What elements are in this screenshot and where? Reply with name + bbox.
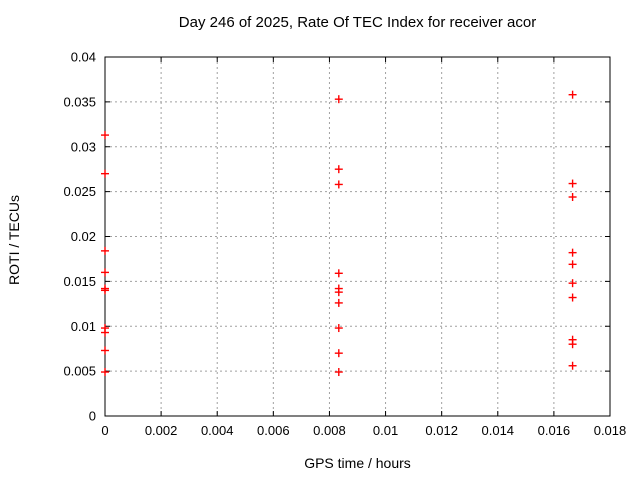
x-tick-label: 0.016: [538, 423, 571, 438]
y-tick-label: 0.02: [71, 229, 96, 244]
y-tick-label: 0.015: [63, 274, 96, 289]
x-tick-label: 0.008: [313, 423, 346, 438]
y-tick-label: 0.04: [71, 50, 96, 65]
x-tick-label: 0.012: [425, 423, 458, 438]
chart-title: Day 246 of 2025, Rate Of TEC Index for r…: [178, 14, 537, 31]
x-tick-label: 0.014: [482, 423, 515, 438]
y-tick-label: 0.03: [71, 139, 96, 154]
y-tick-label: 0.01: [71, 319, 96, 334]
x-axis-label: GPS time / hours: [304, 455, 411, 471]
y-tick-label: 0.005: [63, 364, 96, 379]
x-tick-label: 0.006: [257, 423, 290, 438]
x-tick-label: 0.01: [373, 423, 398, 438]
x-tick-label: 0.004: [201, 423, 234, 438]
y-tick-label: 0: [89, 409, 96, 424]
y-tick-label: 0.035: [63, 94, 96, 109]
y-tick-label: 0.025: [63, 184, 96, 199]
x-tick-label: 0.018: [594, 423, 627, 438]
x-tick-label: 0: [101, 423, 108, 438]
x-tick-label: 0.002: [145, 423, 178, 438]
